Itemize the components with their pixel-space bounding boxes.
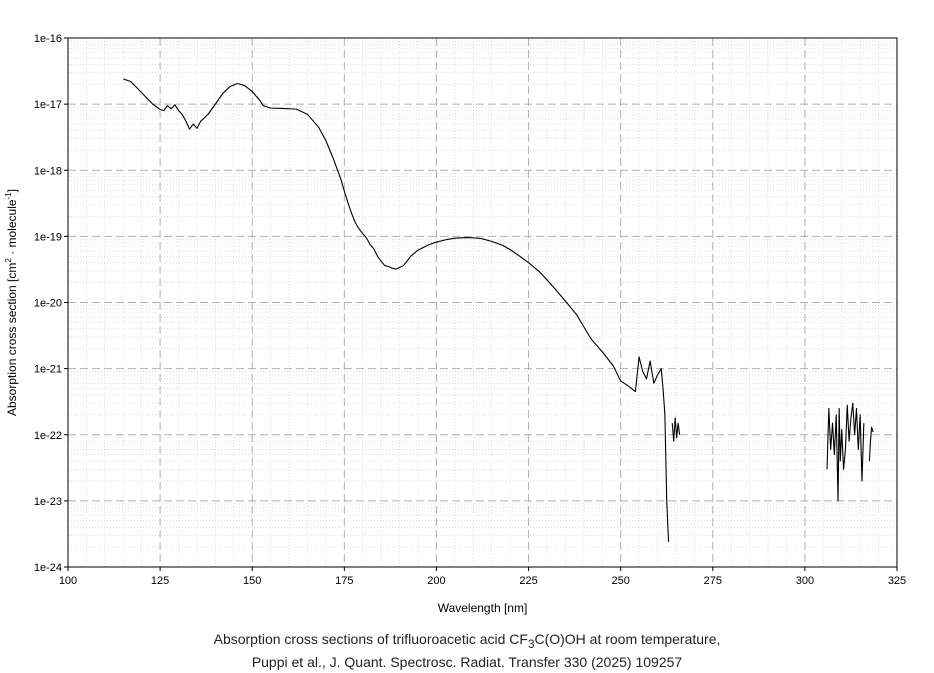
x-tick-label: 325 [888,575,906,587]
caption-line-1: Absorption cross sections of trifluoroac… [0,631,934,651]
series-line-noise-310 [826,402,865,502]
y-axis-title-part: Absorption cross section [cm [5,263,19,416]
y-tick-label: 1e-21 [34,364,62,376]
x-tick-label: 175 [335,575,353,587]
y-axis-title-part: · molecule [5,199,19,258]
series-line-tail-318 [868,426,874,462]
y-tick-label: 1e-24 [34,562,62,574]
y-axis-ticks: 1e-24 1e-23 1e-22 1e-21 1e-20 1e-19 1e-18 1e-17… [34,33,68,574]
series-line-fragment-265 [671,417,681,442]
x-tick-label: 200 [427,575,445,587]
caption-line-1-prefix: Absorption cross sections of trifluoroac… [213,631,528,647]
y-tick-label: 1e-20 [34,298,62,310]
y-tick-label: 1e-19 [34,231,62,243]
y-axis-title-part: ] [5,189,19,192]
x-tick-label: 100 [59,575,77,587]
x-tick-label: 225 [519,575,537,587]
major-grid [68,38,897,567]
x-tick-label: 125 [151,575,169,587]
y-tick-label: 1e-23 [34,496,62,508]
caption-line-2: Puppi et al., J. Quant. Spectrosc. Radia… [251,654,683,670]
y-axis-title-superscript: -1 [4,192,13,200]
caption-line-1-subscript: 3 [527,637,535,651]
y-axis-title-superscript: 2 [4,258,13,263]
x-tick-label: 275 [704,575,722,587]
x-tick-label: 300 [796,575,814,587]
absorption-chart: 100 125 150 175 200 225 250 275 300 325 1e-241e-2… [4,33,906,615]
x-axis-title: Wavelength [nm] [438,601,528,615]
x-axis-ticks: 100 125 150 175 200 225 250 275 300 325 [59,567,906,587]
y-tick-label: 1e-18 [34,165,62,177]
y-axis-title: Absorption cross section [cm2 · molecule… [4,189,19,416]
series-line-main [123,78,670,542]
x-tick-label: 250 [611,575,629,587]
caption-line-1-suffix: C(O)OH at room temperature, [534,631,721,647]
x-tick-label: 150 [243,575,261,587]
y-tick-label: 1e-17 [34,99,62,111]
y-tick-label: 1e-22 [34,430,62,442]
series-layer [123,78,874,542]
y-tick-label: 1e-16 [34,33,62,45]
